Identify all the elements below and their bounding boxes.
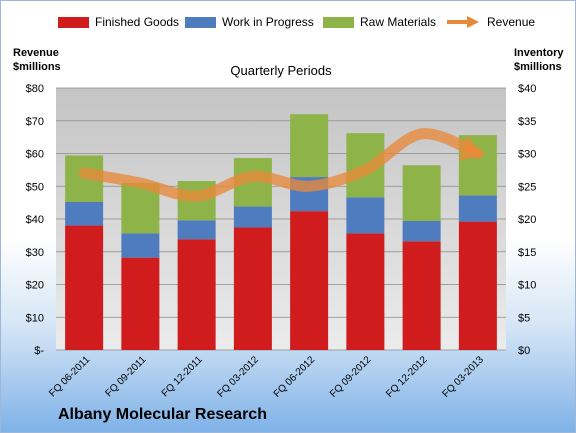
right-tick-label: $25 [518, 181, 536, 193]
category-label: FQ 12-2011 [160, 354, 205, 399]
right-tick-label: $40 [518, 83, 536, 95]
category-label: FQ 09-2012 [328, 354, 374, 400]
category-label: FQ 09-2011 [104, 354, 149, 399]
left-tick-label: $- [34, 345, 44, 357]
right-tick-label: $35 [518, 116, 536, 128]
right-tick-label: $0 [518, 345, 530, 357]
legend: Finished Goods Work in Progress Raw Mate… [1, 15, 575, 35]
bar-finished-goods [290, 211, 329, 350]
category-label: FQ 03-2012 [215, 354, 261, 400]
bar-finished-goods [65, 225, 104, 350]
right-axis-title: Inventory $millions [514, 46, 564, 74]
bar-raw-materials [402, 165, 441, 221]
legend-swatch-work-in-progress [185, 16, 216, 28]
legend-arrow-revenue [447, 16, 479, 28]
bar-work-in-progress [346, 197, 385, 234]
company-name: Albany Molecular Research [58, 406, 267, 423]
right-axis-title-line1: Inventory [514, 47, 564, 59]
bar-work-in-progress [402, 220, 441, 242]
left-tick-label: $40 [26, 214, 44, 226]
legend-swatch-finished-goods [58, 16, 89, 28]
bar-work-in-progress [121, 233, 160, 258]
legend-label-revenue: Revenue [487, 15, 536, 29]
left-tick-label: $10 [26, 312, 44, 324]
bar-work-in-progress [177, 220, 216, 240]
left-tick-label: $20 [26, 280, 44, 292]
revenue-line [78, 128, 484, 202]
category-label: FQ 12-2012 [384, 354, 430, 400]
legend-item-finished-goods: Finished Goods [58, 15, 179, 29]
right-tick-label: $15 [518, 247, 536, 259]
legend-label-raw-materials: Raw Materials [360, 15, 437, 29]
bar-finished-goods [346, 233, 385, 350]
bar-work-in-progress [65, 201, 104, 226]
right-tick-label: $30 [518, 149, 536, 161]
left-axis-title-line2: $millions [13, 61, 61, 73]
bar-work-in-progress [458, 195, 497, 222]
bar-finished-goods [121, 257, 160, 350]
legend-item-work-in-progress: Work in Progress [185, 15, 314, 29]
bar-finished-goods [458, 221, 497, 350]
bar-finished-goods [177, 239, 216, 350]
bar-work-in-progress [233, 206, 272, 228]
left-axis-title: Revenue $millions [13, 46, 61, 74]
left-tick-label: $60 [26, 149, 44, 161]
right-axis-title-line2: $millions [514, 61, 562, 73]
left-axis-title-line1: Revenue [13, 47, 59, 59]
category-label: FQ 06-2011 [47, 354, 92, 399]
chart-title: Quarterly Periods [230, 63, 332, 78]
right-tick-label: $10 [518, 280, 536, 292]
left-tick-label: $50 [26, 181, 44, 193]
right-tick-label: $20 [518, 214, 536, 226]
legend-item-raw-materials: Raw Materials [323, 15, 436, 29]
legend-item-revenue: Revenue [445, 15, 535, 29]
revenue-arrowhead [458, 135, 484, 161]
legend-swatch-raw-materials [323, 16, 354, 28]
left-tick-label: $30 [26, 247, 44, 259]
left-tick-label: $70 [26, 116, 44, 128]
right-tick-label: $5 [518, 312, 530, 324]
left-tick-label: $80 [26, 83, 44, 95]
bar-finished-goods [233, 227, 272, 350]
legend-label-finished-goods: Finished Goods [95, 15, 180, 29]
category-label: FQ 03-2013 [440, 354, 486, 400]
category-label: FQ 06-2012 [272, 354, 318, 400]
bar-raw-materials [290, 114, 329, 178]
legend-label-work-in-progress: Work in Progress [222, 15, 314, 29]
bar-finished-goods [402, 241, 441, 350]
